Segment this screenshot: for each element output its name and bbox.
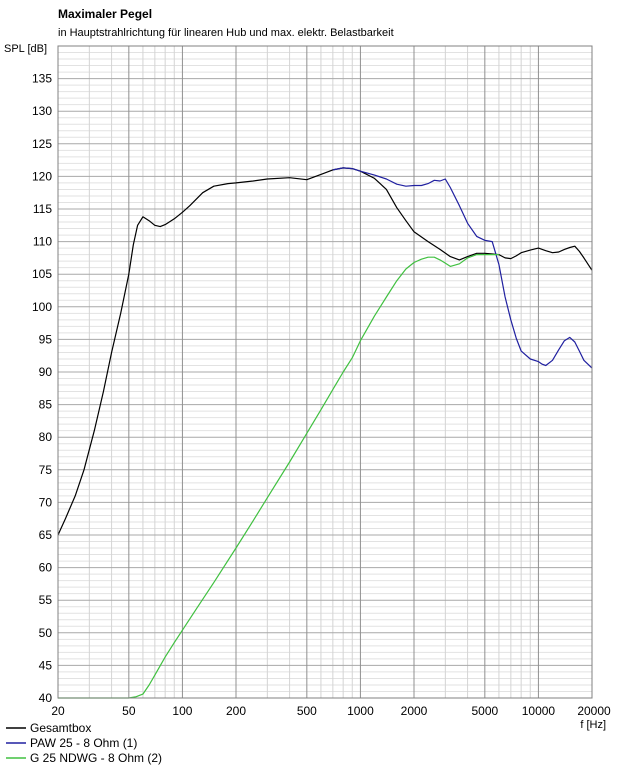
legend-item-paw25: PAW 25 - 8 Ohm (1) [30,736,137,750]
y-tick-label: 105 [32,267,52,281]
legend-item-gesamtbox: Gesamtbox [30,721,91,735]
major-grid [57,45,593,699]
y-tick-label: 45 [39,658,53,672]
x-tick-label: 100 [172,704,192,718]
y-tick-label: 130 [32,104,52,118]
y-tick-label: 135 [32,72,52,86]
y-tick-label: 80 [39,430,53,444]
y-tick-label: 85 [39,398,53,412]
y-tick-label: 70 [39,495,53,509]
x-tick-label: 200 [226,704,246,718]
x-tick-label: 20 [51,704,65,718]
chart-title: Maximaler Pegel [58,7,152,21]
plot-frame [57,45,593,699]
series-lines [57,167,593,699]
y-tick-label: 110 [33,235,52,249]
legend-item-g25ndwg: G 25 NDWG - 8 Ohm (2) [30,751,162,765]
x-axis-label: f [Hz] [580,719,606,731]
y-axis-label: SPL [dB] [4,43,47,55]
x-tick-label: 500 [297,704,317,718]
x-tick-label: 10000 [522,704,556,718]
y-tick-label: 100 [32,300,52,314]
y-tick-label: 120 [32,169,52,183]
series-line-paw25 [332,167,593,369]
y-tick-labels: 40 45 50 55 60 65 70 75 80 85 90 95 100 105 110 115 120 1… [32,72,52,705]
chart-subtitle: in Hauptstrahlrichtung für linearen Hub … [58,27,394,39]
x-tick-label: 1000 [347,704,374,718]
y-tick-label: 115 [33,202,52,216]
x-tick-labels: 20 50 100 200 500 1000 2000 5000 10000 20000 [51,704,611,718]
y-tick-label: 55 [39,593,53,607]
x-tick-label: 2000 [401,704,428,718]
y-tick-label: 95 [39,332,53,346]
y-tick-label: 90 [39,365,53,379]
y-tick-label: 50 [39,626,53,640]
x-tick-label: 20000 [577,704,611,718]
series-line-g25ndwg [58,254,499,699]
y-tick-label: 65 [39,528,53,542]
y-tick-label: 125 [32,137,52,151]
x-tick-label: 5000 [471,704,498,718]
y-tick-label: 40 [39,691,53,705]
x-tick-label: 50 [122,704,136,718]
y-tick-label: 60 [39,561,53,575]
y-tick-label: 75 [39,463,53,477]
